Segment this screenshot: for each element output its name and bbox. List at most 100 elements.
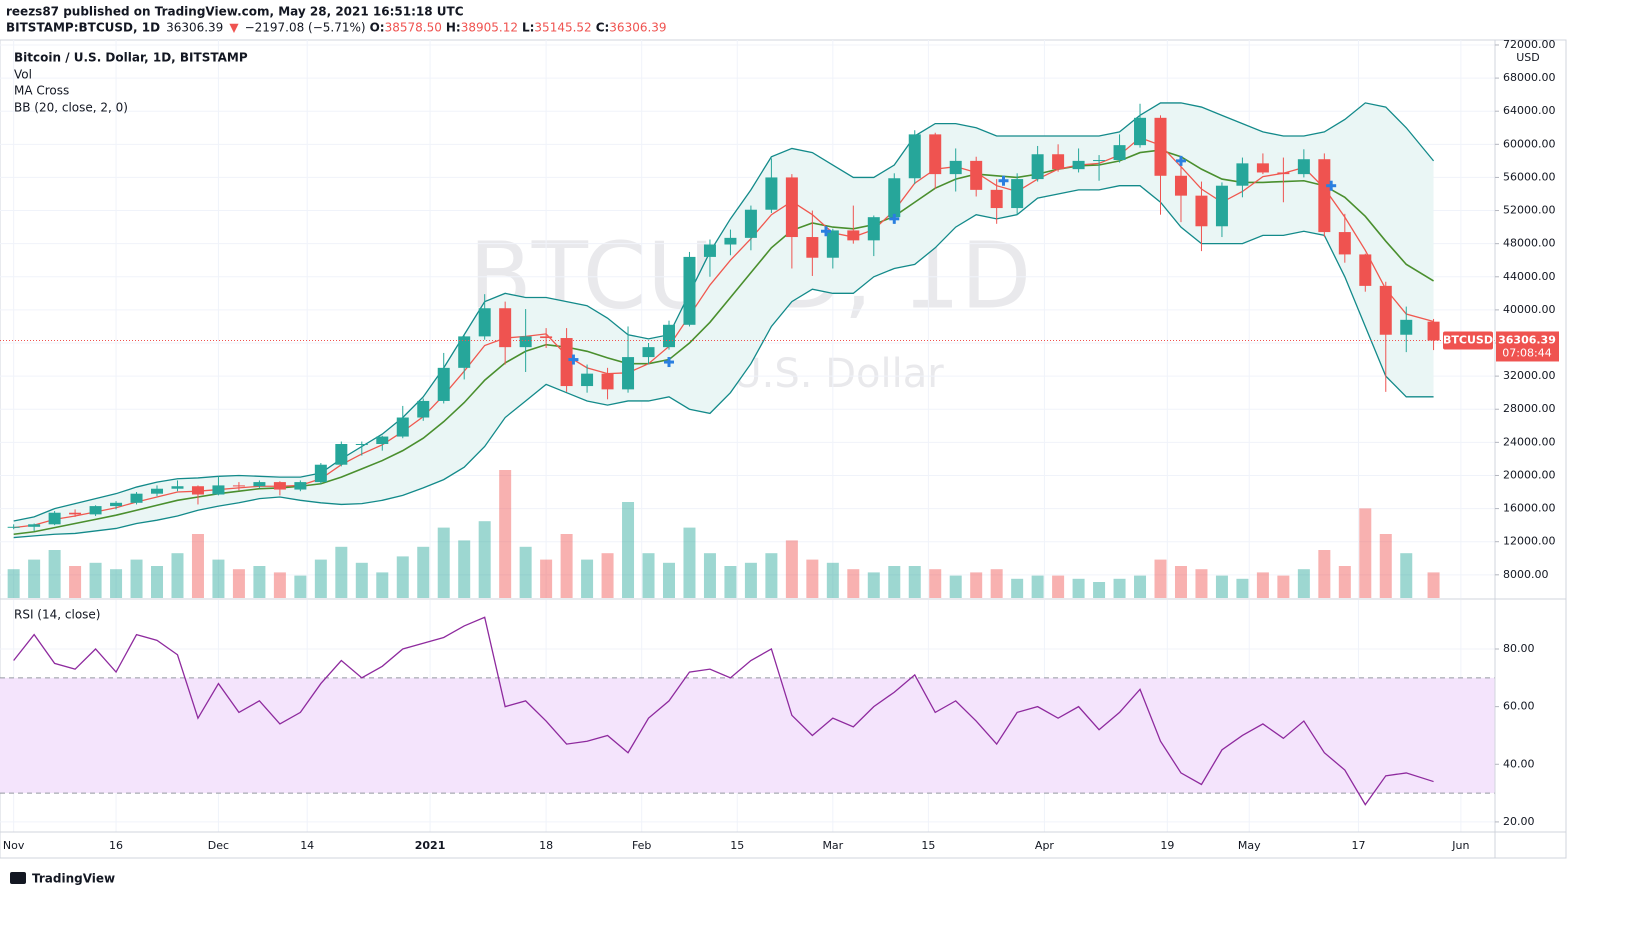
volume-bar [1236, 578, 1249, 598]
volume-bar [1379, 534, 1392, 598]
symbol: BITSTAMP:BTCUSD, 1D [6, 21, 160, 35]
volume-bar [1031, 575, 1044, 598]
volume-bar [499, 470, 512, 598]
candle-body [724, 237, 737, 245]
rsi-line [13, 616, 1434, 806]
candle-body [970, 160, 983, 190]
volume-bar [703, 553, 716, 598]
plot [0, 40, 1495, 832]
y-tick-label: 40.00 [1503, 757, 1535, 770]
volume-bar [1093, 582, 1106, 598]
volume-bar [867, 572, 880, 598]
candle-body [1154, 117, 1167, 176]
axis-price-box [1496, 331, 1559, 362]
ohlc-key: H: [446, 21, 461, 35]
candle-body [7, 526, 20, 528]
volume-bar [519, 546, 532, 598]
candle-body [437, 367, 450, 401]
price-tag-box [1443, 331, 1493, 350]
candle-body [683, 256, 696, 325]
volume-bar [1338, 566, 1351, 598]
candle-body [212, 485, 225, 495]
volume-bar [437, 527, 450, 598]
volume-bar [232, 569, 245, 598]
bb-lower [13, 185, 1434, 539]
candle-body [1052, 154, 1065, 170]
ohlc-value: 36306.39 [609, 21, 666, 35]
volume-bar [89, 562, 102, 598]
y-tick-label: 28000.00 [1503, 402, 1556, 415]
candle-body [581, 373, 594, 387]
volume-bar [130, 559, 143, 598]
volume-bar [1400, 553, 1413, 598]
candle-body [642, 347, 655, 358]
candle-body [89, 506, 102, 515]
volume-bar [744, 562, 757, 598]
legend-title: Bitcoin / U.S. Dollar, 1D, BITSTAMP [14, 51, 248, 65]
publisher: reezs87 published on TradingView.com, Ma… [6, 5, 464, 19]
volume-bar [1134, 575, 1147, 598]
ohlc-key: C: [596, 21, 610, 35]
rsi-band-fill [0, 677, 1495, 794]
price-tag-symbol: BTCUSD [1443, 333, 1493, 346]
ma-slow [13, 149, 1434, 536]
candle-body [110, 502, 123, 507]
volume-bar [417, 546, 430, 598]
y-tick-label: 64000.00 [1503, 104, 1556, 117]
volume-bar [273, 572, 286, 598]
candle-body [376, 436, 389, 445]
x-tick-label: Feb [632, 839, 651, 852]
volume-bar [151, 566, 164, 598]
y-tick-label: 44000.00 [1503, 270, 1556, 283]
candle-body [1215, 185, 1228, 227]
ohlc-key: O: [370, 21, 385, 35]
legend-item: BB (20, close, 2, 0) [14, 101, 128, 115]
x-tick-label: Mar [822, 839, 843, 852]
volume-bar [622, 502, 635, 598]
candle-body [867, 217, 880, 241]
x-tick-label: 19 [1160, 839, 1174, 852]
candle-body [335, 444, 348, 465]
candle-body [1113, 145, 1126, 161]
y-tick-label: 60000.00 [1503, 137, 1556, 150]
x-tick-label: Jun [1451, 839, 1469, 852]
candle-body [1174, 175, 1187, 196]
volume-bar [1154, 559, 1167, 598]
volume-bar [785, 540, 798, 598]
volume-bar [683, 527, 696, 598]
candle-body [458, 336, 471, 368]
logo-icon [10, 872, 26, 884]
y-tick-label: 72000.00 [1503, 38, 1556, 51]
y-tick-label: 52000.00 [1503, 204, 1556, 217]
volume-bar [888, 566, 901, 598]
candle-body [130, 493, 143, 503]
candle-body [1338, 232, 1351, 255]
volume-bar [376, 572, 389, 598]
volume-bar [1011, 578, 1024, 598]
candle-body [888, 178, 901, 218]
candle-body [601, 373, 614, 390]
volume-bar [724, 566, 737, 598]
candle-body [396, 417, 409, 437]
volume-bar [1195, 569, 1208, 598]
volume-bar [826, 562, 839, 598]
y-tick-label: 80.00 [1503, 642, 1535, 655]
volume-bar [28, 559, 41, 598]
volume-bar [540, 559, 553, 598]
bb-upper [13, 102, 1435, 522]
candle-body [765, 177, 778, 210]
volume-bar [335, 546, 348, 598]
candle-body [622, 357, 635, 390]
y-tick-label: 56000.00 [1503, 170, 1556, 183]
candle-body [929, 134, 942, 175]
symbol-header: BITSTAMP:BTCUSD, 1D 36306.39 ▼ −2197.08 (−5… [6, 21, 667, 35]
ohlc-value: 38578.50 [385, 21, 442, 35]
volume-bar [396, 556, 409, 598]
volume-bar [69, 566, 82, 598]
volume-bar [1174, 566, 1187, 598]
candle-body [1277, 172, 1290, 175]
candle-body [1031, 154, 1044, 180]
volume-bar [560, 534, 573, 598]
x-tick-label: May [1238, 839, 1261, 852]
